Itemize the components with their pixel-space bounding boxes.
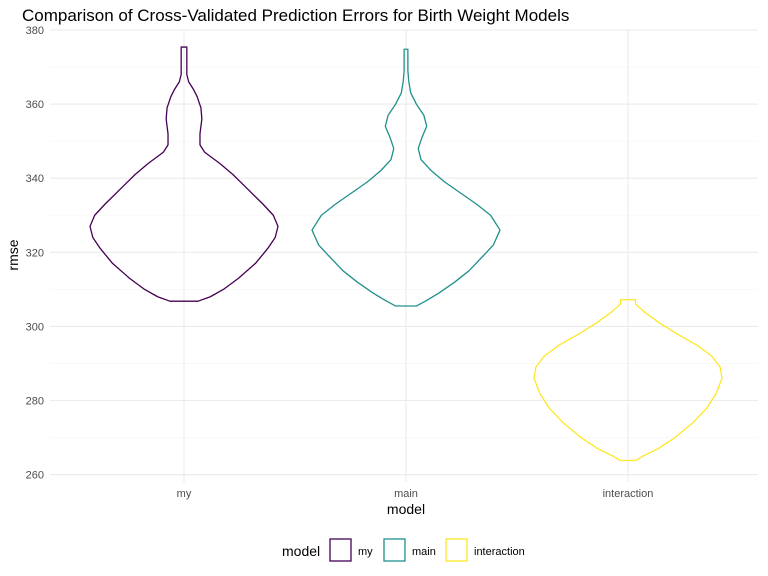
x-tick-label: main <box>394 488 418 500</box>
violin-my <box>89 46 279 302</box>
legend-key-my <box>329 538 352 562</box>
y-tick-label: 280 <box>26 395 44 407</box>
x-tick-label: my <box>177 488 192 500</box>
legend-key-interaction <box>445 538 468 562</box>
legend-label-main: main <box>412 546 436 558</box>
y-tick-label: 260 <box>26 470 44 482</box>
x-tick-label: interaction <box>603 488 654 500</box>
legend-key-main <box>383 538 406 562</box>
y-tick-label: 320 <box>26 247 44 259</box>
legend-label-interaction: interaction <box>474 546 525 558</box>
legend-label-my: my <box>358 546 373 558</box>
y-tick-label: 300 <box>26 321 44 333</box>
legend: model my main interaction <box>282 538 525 562</box>
grid-lines <box>50 29 758 482</box>
y-tick-label: 360 <box>26 99 44 111</box>
violin-main <box>311 48 501 307</box>
x-axis-title: model <box>387 501 425 517</box>
y-axis-title: rmse <box>5 239 21 270</box>
y-tick-label: 340 <box>26 173 44 185</box>
violins <box>89 46 723 462</box>
x-tick-labels: my main interaction <box>177 488 654 500</box>
chart-title: Comparison of Cross-Validated Prediction… <box>22 6 569 25</box>
y-tick-label: 380 <box>26 25 44 37</box>
legend-title: model <box>282 543 320 559</box>
violin-interaction <box>533 299 723 462</box>
y-tick-labels: 260 280 300 320 340 360 380 <box>26 25 44 482</box>
